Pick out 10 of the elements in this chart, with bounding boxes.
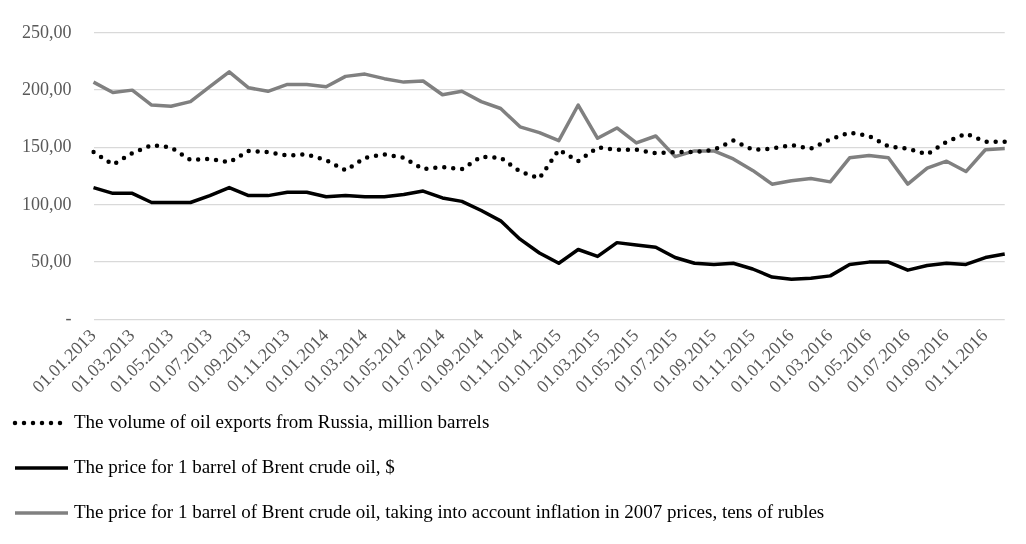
legend-label: The price for 1 barrel of Brent crude oil, taking into account inflation in 2007 prices, tens of rubles <box>74 500 825 522</box>
y-tick-label: 150,00 <box>22 136 72 157</box>
legend-label: The price for 1 barrel of Brent crude oil, $ <box>74 455 395 477</box>
y-tick-label: 200,00 <box>22 78 72 99</box>
y-tick-label: 100,00 <box>22 193 72 214</box>
y-tick-label: - <box>65 308 72 329</box>
line-series <box>91 130 1007 181</box>
y-tick-label: 250,00 <box>22 21 72 42</box>
legend-label: The volume of oil exports from Russia, million barrels <box>74 410 490 432</box>
y-tick-label: 50,00 <box>31 250 72 271</box>
